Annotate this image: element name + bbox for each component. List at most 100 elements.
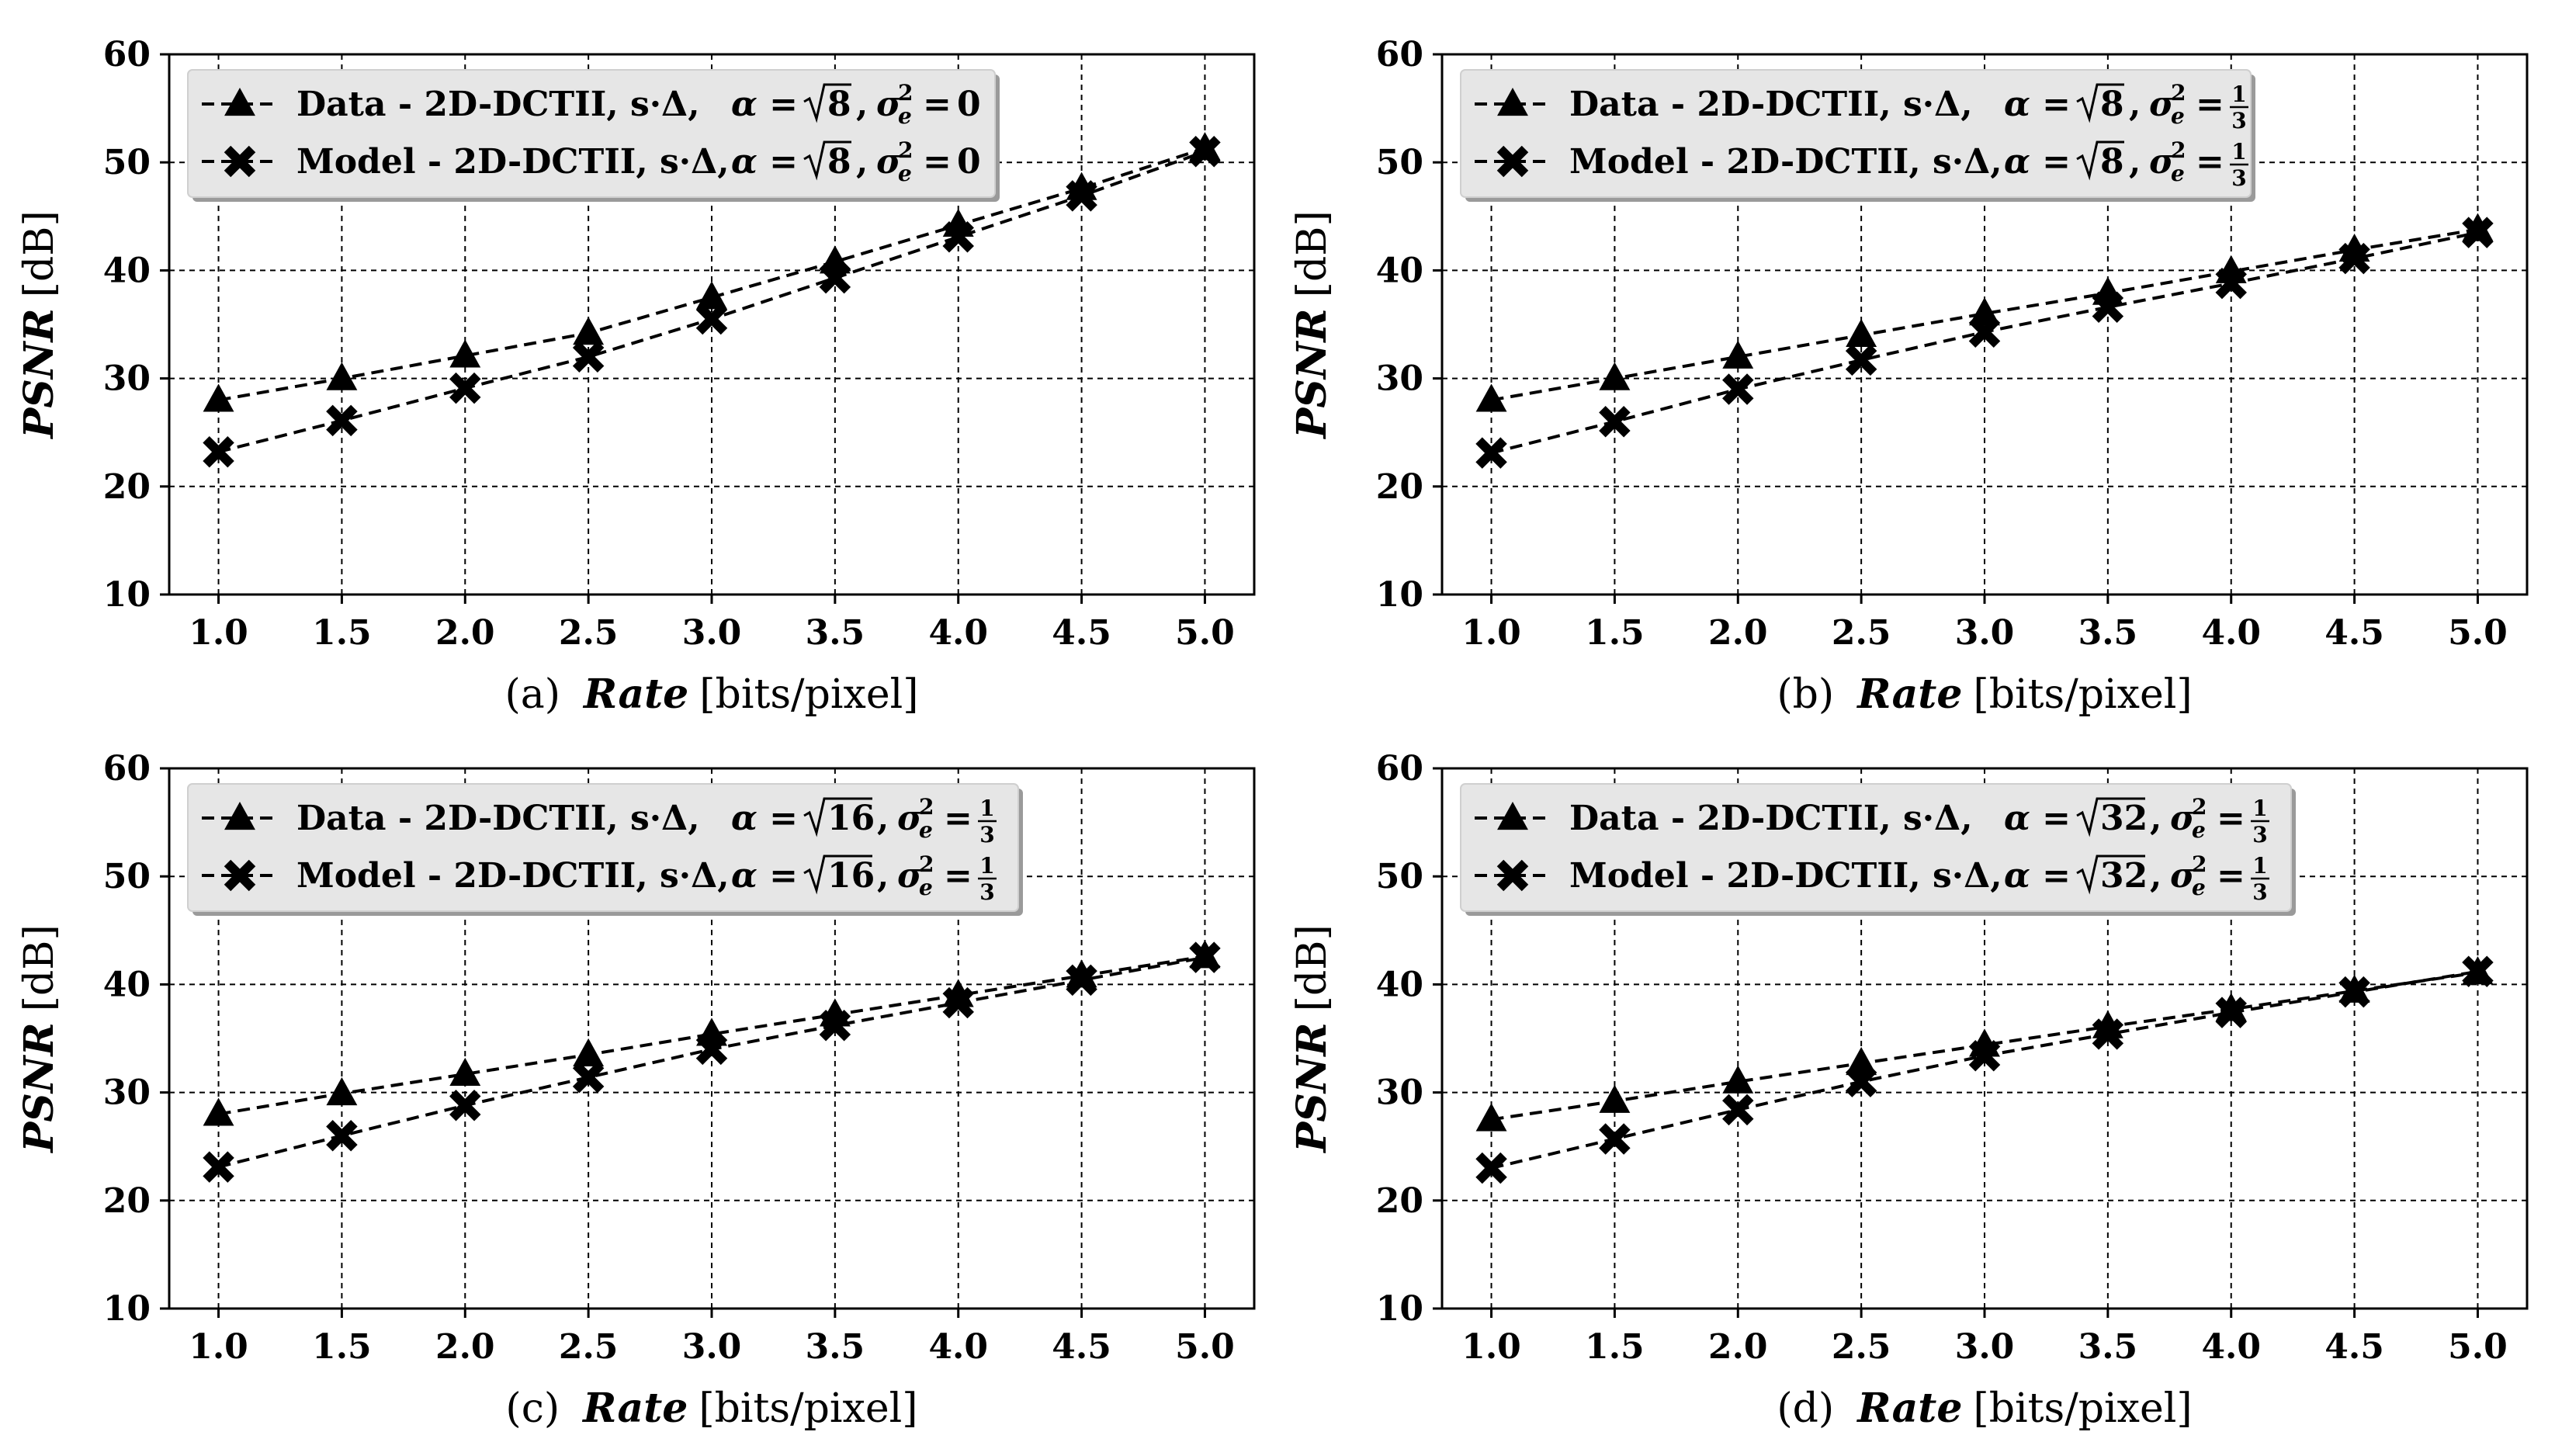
y-tick-label: 50	[103, 857, 151, 896]
legend-comma: ,	[877, 856, 889, 896]
data-point-model-stroke-b	[2092, 1018, 2124, 1050]
legend-alpha-symbol: α =	[731, 85, 798, 124]
data-point-model	[1599, 1123, 1631, 1155]
data-point-model-stroke-b	[2215, 997, 2247, 1028]
legend-label-model: Model - 2D-DCTII, s·Δ,	[1569, 142, 2002, 182]
legend-sigma-sup: 2	[898, 80, 913, 106]
data-point-model	[1722, 1094, 1754, 1126]
legend-alpha-sqrt-value: 16	[827, 799, 875, 838]
legend-alpha-symbol: α =	[731, 856, 798, 896]
data-point-model-stroke-b	[1722, 373, 1754, 405]
data-point-model-stroke-b	[449, 372, 481, 404]
y-axis-label: PSNR [dB]	[16, 924, 63, 1153]
legend-alpha-sqrt-value: 8	[2100, 142, 2124, 182]
data-point-model-stroke-b	[1599, 1123, 1631, 1155]
y-tick-label: 40	[1376, 965, 1423, 1004]
data-point-data	[696, 281, 727, 310]
x-tick-label: 2.5	[559, 1327, 619, 1367]
legend-alpha-sqrt-radical	[2076, 855, 2145, 895]
data-point-model-stroke-b	[1845, 1066, 1877, 1097]
legend-marker-triangle	[1497, 88, 1528, 116]
x-tick-label: 3.0	[682, 613, 742, 653]
legend-label-model: Model - 2D-DCTII, s·Δ,	[296, 856, 730, 896]
y-axis-label: PSNR [dB]	[1288, 210, 1336, 439]
legend-comma: ,	[856, 85, 868, 124]
data-point-data	[1475, 383, 1507, 412]
legend-sigma-sup: 2	[2192, 851, 2207, 877]
data-point-model-stroke-b	[203, 1151, 234, 1183]
data-point-model-stroke-b	[942, 986, 974, 1019]
data-point-model	[449, 372, 481, 404]
x-tick-label: 1.5	[1585, 1327, 1645, 1367]
y-tick-label: 20	[1376, 467, 1423, 507]
y-tick-label: 30	[1376, 359, 1423, 399]
panel-c: 1.0 1.5 2.0 2.5 3.0 3.5 4.0 4.5 5.0 10 20 30 40 50 60 (…	[16, 749, 1256, 1432]
legend-sigma-equals: =	[944, 799, 972, 838]
data-point-data	[203, 1097, 234, 1126]
legend-marker-x	[224, 859, 256, 892]
legend-marker-x	[1496, 859, 1529, 892]
data-point-model	[942, 221, 974, 253]
x-tick-label: 5.0	[2448, 613, 2508, 653]
legend-marker-x	[224, 145, 256, 178]
y-tick-label: 30	[103, 1073, 151, 1113]
x-axis-label: (b) Rate [bits/pixel]	[1777, 671, 2192, 718]
legend-comma: ,	[2129, 85, 2141, 124]
x-tick-label: 2.5	[559, 613, 619, 653]
data-point-model	[1475, 1152, 1507, 1184]
data-point-data	[449, 339, 481, 368]
y-tick-label: 60	[103, 749, 151, 789]
legend-alpha-symbol: α =	[2004, 799, 2071, 838]
legend-alpha-sqrt-value: 8	[2100, 85, 2124, 124]
y-tick-label: 50	[1376, 143, 1423, 182]
y-axis-label: PSNR [dB]	[1288, 924, 1336, 1153]
series-line-data	[1491, 227, 2478, 402]
y-axis-label-unit: [dB]	[16, 924, 63, 1011]
data-point-model-stroke-b	[695, 303, 728, 335]
x-tick-label: 3.0	[682, 1327, 742, 1367]
x-tick-label: 2.0	[435, 1327, 495, 1367]
panel-b: 1.0 1.5 2.0 2.5 3.0 3.5 4.0 4.5 5.0 10 20 30 40 50 60 (…	[1288, 35, 2529, 718]
legend-alpha-sqrt-radical	[803, 855, 872, 895]
legend-sigma-value: 0	[957, 142, 981, 182]
data-point-model	[2092, 1018, 2124, 1050]
legend-alpha-sqrt-radical	[2076, 83, 2124, 123]
series-line-data	[1491, 971, 2478, 1121]
y-tick-label: 60	[103, 35, 151, 75]
data-point-model	[449, 1090, 481, 1121]
data-point-model-stroke-b	[1968, 1040, 2001, 1072]
x-tick-label: 3.5	[806, 1327, 865, 1367]
data-point-data	[1599, 1084, 1631, 1113]
legend-alpha-sqrt-radical	[2076, 797, 2145, 837]
x-axis-label-variable: Rate	[581, 1385, 688, 1432]
y-tick-label: 20	[1376, 1181, 1423, 1221]
legend-sigma: σ	[897, 856, 923, 896]
data-point-data	[1846, 318, 1877, 348]
legend-alpha-symbol: α =	[2004, 856, 2071, 896]
data-point-model-stroke-b	[1475, 1152, 1507, 1184]
series-line-data	[218, 955, 1205, 1116]
data-point-model-stroke-b	[1968, 316, 2001, 348]
data-point-model-stroke-b	[572, 341, 605, 373]
y-tick-label: 60	[1376, 749, 1423, 789]
y-tick-label: 50	[103, 143, 151, 182]
x-tick-label: 1.5	[312, 613, 372, 653]
data-point-model-stroke-b	[2462, 955, 2494, 987]
legend-comma: ,	[2129, 142, 2141, 182]
legend-sigma-sub: e	[919, 817, 933, 843]
x-tick-label: 1.0	[189, 613, 248, 653]
legend-sigma-sup: 2	[2192, 794, 2207, 820]
data-point-model	[326, 404, 358, 437]
data-point-model-stroke-b	[572, 1061, 605, 1094]
legend-sigma-value: 0	[957, 85, 981, 124]
legend-sigma-sup: 2	[2171, 137, 2186, 163]
legend-sigma: σ	[876, 142, 902, 182]
data-point-model-stroke-b	[695, 1033, 728, 1066]
data-point-model	[2462, 955, 2494, 987]
data-point-model	[1066, 180, 1097, 212]
x-tick-label: 1.0	[1461, 613, 1521, 653]
legend-sigma-sup: 2	[919, 851, 934, 877]
x-tick-label: 5.0	[2448, 1327, 2508, 1367]
